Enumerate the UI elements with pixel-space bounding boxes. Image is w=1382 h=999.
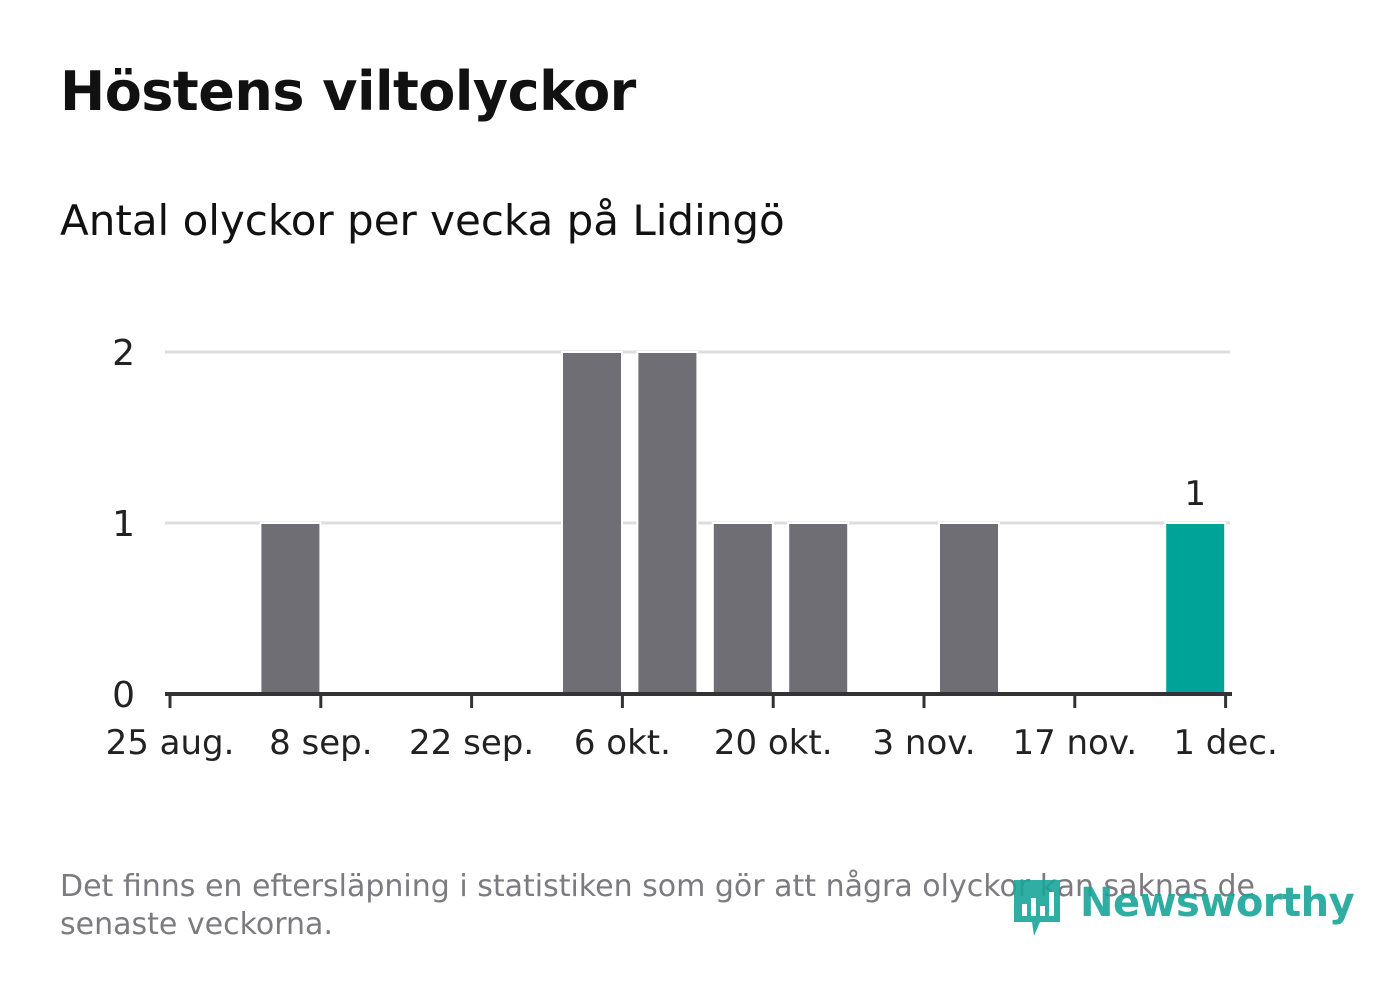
- x-tick-label: 20 okt.: [714, 723, 833, 763]
- x-axis: [165, 692, 1232, 708]
- y-tick-label: 0: [112, 675, 135, 716]
- bar: [259, 522, 322, 695]
- x-tick-label: 17 nov.: [1012, 723, 1137, 763]
- x-tick-label: 8 sep.: [269, 723, 372, 763]
- y-tick-label: 1: [112, 504, 135, 545]
- highlight-bar-label: 1: [1184, 474, 1206, 514]
- x-tick-label: 3 nov.: [872, 723, 975, 763]
- newsworthy-logo[interactable]: Newsworthy: [1010, 876, 1355, 946]
- x-tick-label: 25 aug.: [106, 723, 235, 763]
- bar: [561, 351, 623, 695]
- y-tick-label: 2: [112, 333, 135, 374]
- bar: [711, 522, 774, 695]
- bar-chart: 0 1 2 1 25 aug. 8 sep. 22 sep. 6 okt. 20 okt. 3 n…: [106, 333, 1278, 763]
- bar: [787, 522, 850, 695]
- x-tick-label: 22 sep.: [409, 723, 534, 763]
- x-tick-label: 1 dec.: [1173, 723, 1277, 763]
- x-tick-label: 6 okt.: [574, 723, 671, 763]
- bar: [938, 522, 1000, 695]
- bar: [636, 351, 699, 695]
- bars: [259, 351, 1227, 695]
- brand-name: Newsworthy: [1080, 880, 1355, 926]
- bar-chart-bubble-icon: [1014, 880, 1060, 936]
- axis-labels: 0 1 2 1 25 aug. 8 sep. 22 sep. 6 okt. 20 okt. 3 n…: [106, 333, 1278, 763]
- chart-subtitle: Antal olyckor per vecka på Lidingö: [60, 196, 785, 245]
- highlight-bar: [1164, 522, 1227, 695]
- chart-title: Höstens viltolyckor: [60, 60, 636, 123]
